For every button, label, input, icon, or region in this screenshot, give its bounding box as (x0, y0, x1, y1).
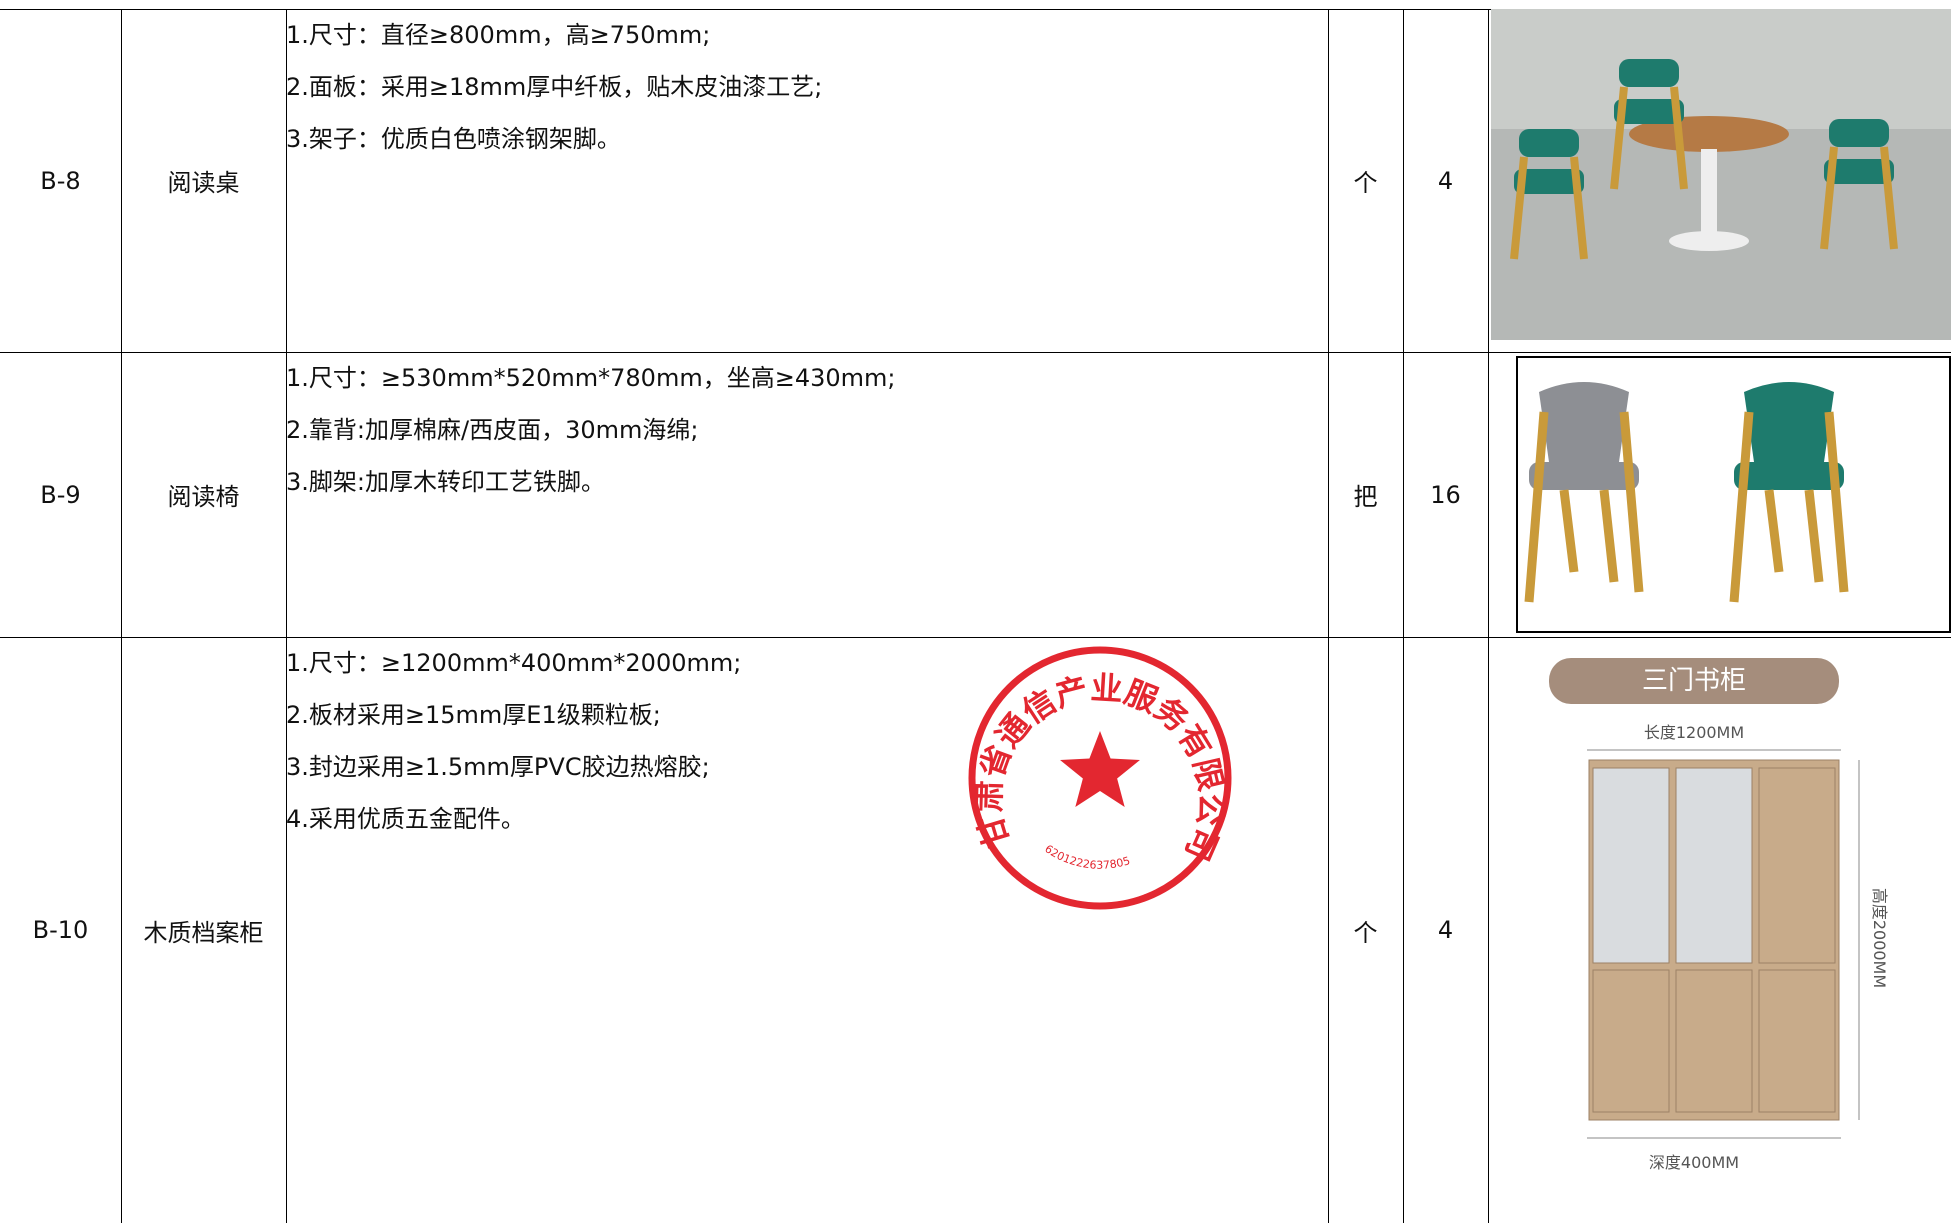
cell-name: 木质档案柜 (121, 637, 287, 1223)
cabinet-door (1593, 970, 1669, 1112)
unit: 个 (1354, 163, 1378, 198)
cabinet-depth: 深度400MM (1648, 1153, 1738, 1172)
cell-image (1488, 352, 1951, 638)
table-leg (1701, 149, 1717, 239)
cell-unit: 个 (1328, 9, 1404, 353)
cell-unit: 把 (1328, 352, 1404, 638)
chair-back (1519, 129, 1579, 157)
cabinet-door (1676, 970, 1752, 1112)
unit: 把 (1354, 477, 1378, 512)
cabinet-door (1593, 768, 1669, 963)
cell-image: 三门书柜长度1200MM 高度2000MM 深度400MM (1488, 637, 1951, 1223)
qty: 16 (1430, 481, 1461, 509)
cabinet-title: 三门书柜 (1641, 666, 1745, 696)
spec-line: 4.采用优质五金配件。 (286, 793, 525, 845)
qty: 4 (1438, 916, 1453, 944)
code: B-8 (40, 167, 80, 195)
stamp-number: 6201222637805 (1042, 842, 1131, 872)
stamp-number-path: 6201222637805 (1042, 842, 1131, 872)
chair-back (1619, 59, 1679, 87)
spec-line: 3.架子：优质白色喷涂钢架脚。 (286, 113, 621, 165)
cabinet-width: 长度1200MM (1643, 723, 1743, 742)
code: B-10 (33, 916, 89, 944)
stamp-star (1060, 731, 1140, 807)
product-image (1489, 352, 1951, 637)
cell-spec: 1.尺寸：≥530mm*520mm*780mm，坐高≥430mm;2.靠背:加厚… (286, 352, 1329, 638)
cell-image (1488, 9, 1951, 353)
cabinet-door (1759, 970, 1835, 1112)
cell-code: B-9 (0, 352, 122, 638)
table-base (1669, 231, 1749, 251)
spec-line: 1.尺寸：≥1200mm*400mm*2000mm; (286, 637, 741, 689)
name: 木质档案柜 (144, 913, 264, 948)
spec-line: 2.板材采用≥15mm厚E1级颗粒板; (286, 689, 661, 741)
cell-qty: 16 (1403, 352, 1489, 638)
spec-line: 1.尺寸：≥530mm*520mm*780mm，坐高≥430mm; (286, 352, 895, 404)
cell-code: B-8 (0, 9, 122, 353)
chair-seat (1734, 462, 1844, 490)
chair-seat (1529, 462, 1639, 490)
cell-qty: 4 (1403, 9, 1489, 353)
cell-qty: 4 (1403, 637, 1489, 1223)
cell-name: 阅读椅 (121, 352, 287, 638)
name: 阅读桌 (168, 163, 240, 198)
spec-line: 3.脚架:加厚木转印工艺铁脚。 (286, 456, 605, 508)
cell-code: B-10 (0, 637, 122, 1223)
cell-unit: 个 (1328, 637, 1404, 1223)
cell-spec: 1.尺寸：直径≥800mm，高≥750mm;2.面板：采用≥18mm厚中纤板，贴… (286, 9, 1329, 353)
name: 阅读椅 (168, 477, 240, 512)
cabinet-door (1759, 768, 1835, 963)
code: B-9 (40, 481, 80, 509)
unit: 个 (1354, 913, 1378, 948)
product-image (1489, 9, 1951, 352)
qty: 4 (1438, 167, 1453, 195)
spec-line: 3.封边采用≥1.5mm厚PVC胶边热熔胶; (286, 741, 710, 793)
cabinet-height: 高度2000MM (1870, 887, 1889, 987)
chair-back (1744, 382, 1834, 462)
spec-line: 2.面板：采用≥18mm厚中纤板，贴木皮油漆工艺; (286, 61, 822, 113)
chair-back (1829, 119, 1889, 147)
cabinet-door (1676, 768, 1752, 963)
spec-line: 2.靠背:加厚棉麻/西皮面，30mm海绵; (286, 404, 698, 456)
spec-line: 1.尺寸：直径≥800mm，高≥750mm; (286, 9, 710, 61)
cell-name: 阅读桌 (121, 9, 287, 353)
chair-back (1539, 382, 1629, 462)
